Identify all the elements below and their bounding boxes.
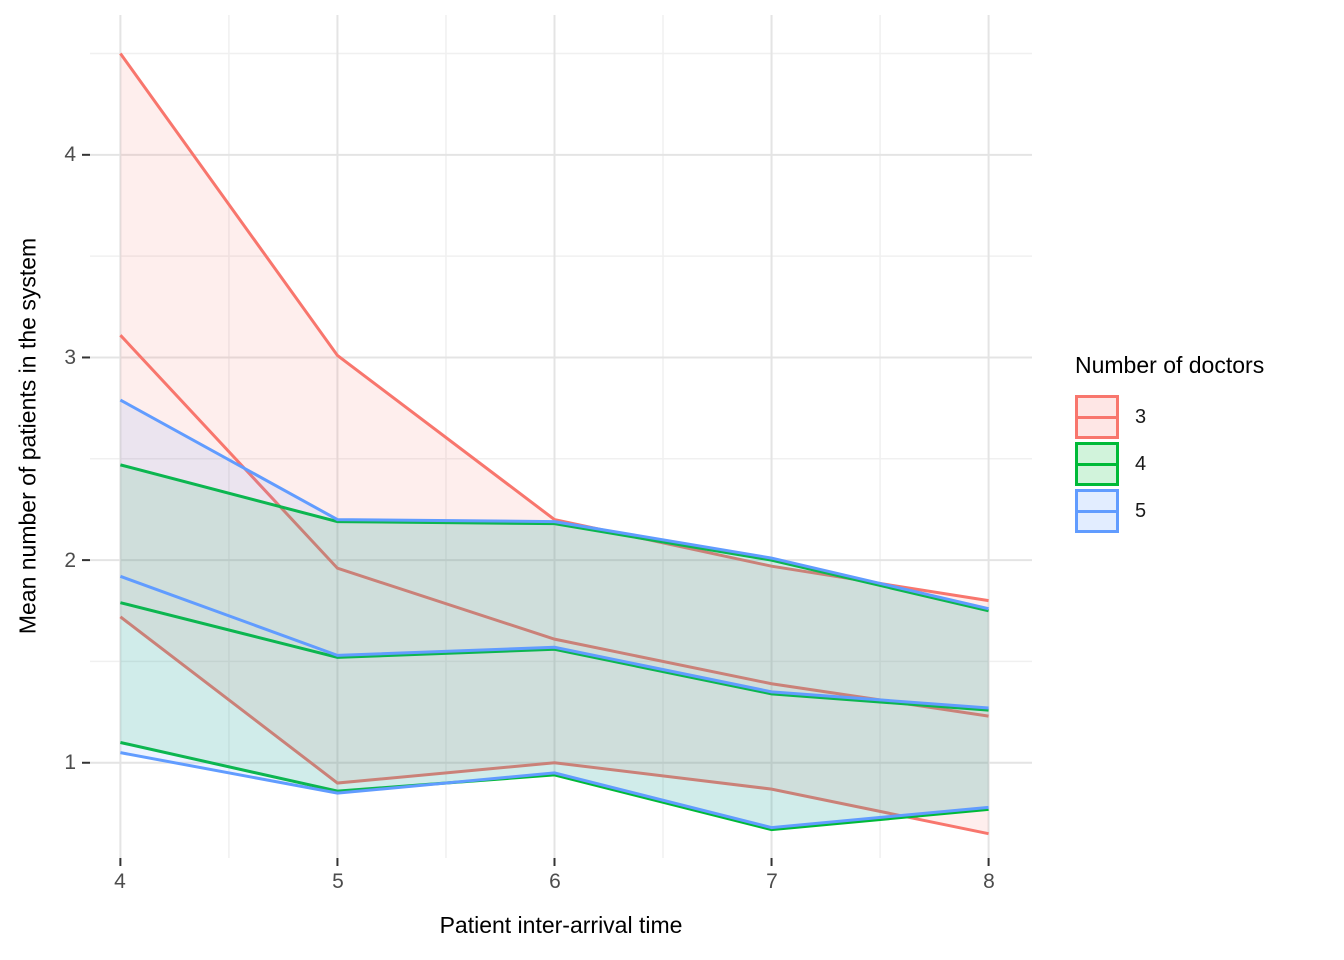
y-tick-label-2: 2 [64,549,76,572]
legend-key-line-icon [1078,462,1116,466]
x-tick-label-4: 4 [114,870,126,893]
legend-key-line-icon [1078,509,1116,513]
y-tick-label-4: 4 [64,143,76,166]
x-tick-label-6: 6 [549,870,561,893]
legend-key-swatch-4 [1075,442,1119,486]
legend-entry-label: 5 [1135,499,1147,522]
x-axis-title: Patient inter-arrival time [439,912,683,938]
legend-title: Number of doctors [1075,352,1265,378]
y-tick-label-3: 3 [64,346,76,369]
y-tick-label-1: 1 [64,751,76,774]
legend-entry-3: 3 [1075,395,1264,439]
x-tick-label-8: 8 [983,870,995,893]
legend-entry-4: 4 [1075,442,1264,486]
legend-key-swatch-3 [1075,395,1119,439]
legend-entry-label: 3 [1135,405,1147,428]
y-axis-title: Mean number of patients in the system [14,237,41,635]
x-tick-label-5: 5 [332,870,344,893]
legend-key-line-icon [1078,415,1116,419]
legend-key-swatch-5 [1075,489,1119,533]
legend: Number of doctors 3 4 5 [1075,352,1264,536]
legend-entry-label: 4 [1135,452,1147,475]
legend-entry-5: 5 [1075,489,1264,533]
x-tick-label-7: 7 [766,870,778,893]
